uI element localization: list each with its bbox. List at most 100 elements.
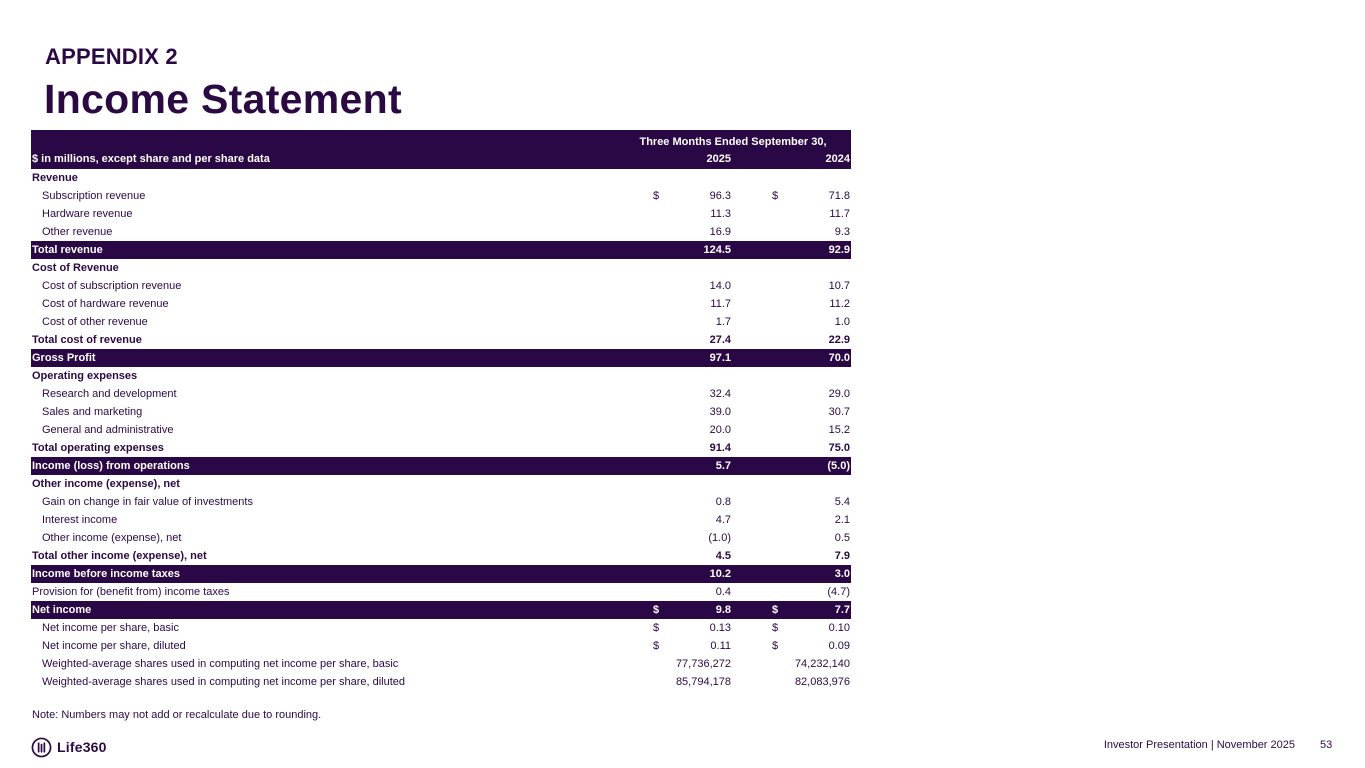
value-2024: 15.2 [828, 424, 850, 436]
value-2024: 0.10 [828, 622, 850, 634]
row-label: Total revenue [32, 244, 103, 256]
table-row: Weighted-average shares used in computin… [31, 673, 851, 691]
table-row: Gain on change in fair value of investme… [31, 493, 851, 511]
row-label: Sales and marketing [42, 406, 143, 418]
row-label: Total operating expenses [32, 442, 164, 454]
table-row: Total cost of revenue 27.4 22.9 [31, 331, 851, 349]
value-2025: 0.11 [710, 640, 731, 652]
value-2025: 11.3 [710, 208, 731, 220]
table-row: General and administrative 20.0 15.2 [31, 421, 851, 439]
value-2024: 22.9 [828, 334, 850, 346]
table-row: Total other income (expense), net 4.5 7.9 [31, 547, 851, 565]
footnote: Note: Numbers may not add or recalculate… [32, 709, 322, 721]
value-2024: 7.7 [834, 604, 850, 616]
value-2024: 92.9 [828, 244, 850, 256]
table-row: Income before income taxes 10.2 3.0 [31, 565, 851, 583]
page-number: 53 [1320, 739, 1333, 751]
row-label: Subscription revenue [42, 190, 146, 202]
value-2025: 20.0 [709, 424, 731, 436]
row-label: Other revenue [42, 226, 113, 238]
table-row: Gross Profit 97.1 70.0 [31, 349, 851, 367]
row-label: Cost of other revenue [42, 316, 148, 328]
value-2024: 10.7 [828, 280, 850, 292]
col-2025-header: 2025 [706, 153, 731, 165]
value-2024: 75.0 [828, 442, 850, 454]
value-2024: 0.5 [834, 532, 850, 544]
value-2024: (4.7) [827, 586, 850, 598]
table-row: Net income $9.8 $7.7 [31, 601, 851, 619]
life360-logo-icon [31, 737, 52, 757]
table-header-columns: $ in millions, except share and per shar… [31, 150, 851, 169]
value-2024: 82,083,976 [794, 676, 850, 688]
table-row: Other income (expense), net [31, 475, 851, 493]
value-2025: 11.7 [710, 298, 731, 310]
row-label: Cost of subscription revenue [42, 280, 182, 292]
value-2025: 1.7 [715, 316, 731, 328]
row-label: Total cost of revenue [32, 334, 142, 346]
page-title: Income Statement [44, 76, 402, 122]
value-2025: 124.5 [703, 244, 731, 256]
row-label: Cost of Revenue [32, 262, 119, 274]
table-row: Revenue [31, 169, 851, 187]
currency-symbol-2024: $ [772, 640, 779, 652]
value-2025: 14.0 [709, 280, 731, 292]
table-row: Provision for (benefit from) income taxe… [31, 583, 851, 601]
value-2025: 4.7 [715, 514, 731, 526]
row-label: Income (loss) from operations [32, 460, 190, 472]
currency-symbol-2025: $ [653, 622, 660, 634]
value-2024: 2.1 [834, 514, 850, 526]
value-2024: 74,232,140 [794, 658, 850, 670]
table-row: Hardware revenue 11.3 11.7 [31, 205, 851, 223]
brand-name: Life360 [57, 739, 107, 755]
row-label: Other income (expense), net [32, 478, 180, 490]
table-row: Cost of other revenue 1.7 1.0 [31, 313, 851, 331]
value-2025: 4.5 [715, 550, 731, 562]
value-2025: 85,794,178 [675, 676, 731, 688]
table-row: Income (loss) from operations 5.7 (5.0) [31, 457, 851, 475]
value-2024: 5.4 [834, 496, 850, 508]
value-2025: 77,736,272 [675, 658, 731, 670]
table-row: Other revenue 16.9 9.3 [31, 223, 851, 241]
row-label: Gain on change in fair value of investme… [42, 496, 253, 508]
income-statement-table: Three Months Ended September 30, $ in mi… [31, 130, 851, 691]
value-2025: 27.4 [709, 334, 731, 346]
currency-symbol-2024: $ [772, 604, 779, 616]
table-row: Subscription revenue $96.3 $71.8 [31, 187, 851, 205]
value-2025: 16.9 [709, 226, 731, 238]
value-2025: 0.4 [715, 586, 731, 598]
row-label: Interest income [42, 514, 118, 526]
table-row: Cost of subscription revenue 14.0 10.7 [31, 277, 851, 295]
value-2025: 32.4 [709, 388, 731, 400]
value-2024: 29.0 [828, 388, 850, 400]
value-2024: 70.0 [828, 352, 850, 364]
row-label: Hardware revenue [42, 208, 133, 220]
table-row: Total revenue 124.5 92.9 [31, 241, 851, 259]
value-2024: 3.0 [834, 568, 850, 580]
row-label: Total other income (expense), net [32, 550, 207, 562]
value-2024: 1.0 [834, 316, 850, 328]
table-row: Cost of hardware revenue 11.7 11.2 [31, 295, 851, 313]
value-2024: 11.7 [829, 208, 850, 220]
value-2025: 39.0 [709, 406, 731, 418]
row-label: Research and development [42, 388, 177, 400]
value-2025: 5.7 [715, 460, 731, 472]
currency-symbol-2024: $ [772, 622, 779, 634]
value-2025: 91.4 [709, 442, 731, 454]
row-label: Income before income taxes [32, 568, 180, 580]
table-header-period: Three Months Ended September 30, [31, 130, 851, 150]
row-label: General and administrative [42, 424, 174, 436]
value-2024: 9.3 [834, 226, 850, 238]
row-label: Operating expenses [32, 370, 138, 382]
currency-symbol-2025: $ [653, 190, 660, 202]
row-label: Weighted-average shares used in computin… [42, 658, 399, 670]
table-row: Net income per share, basic $0.13 $0.10 [31, 619, 851, 637]
value-2024: 7.9 [834, 550, 850, 562]
row-label: Weighted-average shares used in computin… [42, 676, 406, 688]
currency-symbol-2025: $ [653, 604, 660, 616]
value-2025: 10.2 [709, 568, 731, 580]
table-row: Total operating expenses 91.4 75.0 [31, 439, 851, 457]
row-label: Net income per share, diluted [42, 640, 186, 652]
brand-logo: Life360 [31, 736, 107, 758]
table-row: Interest income 4.7 2.1 [31, 511, 851, 529]
label-column-header: $ in millions, except share and per shar… [32, 153, 270, 165]
